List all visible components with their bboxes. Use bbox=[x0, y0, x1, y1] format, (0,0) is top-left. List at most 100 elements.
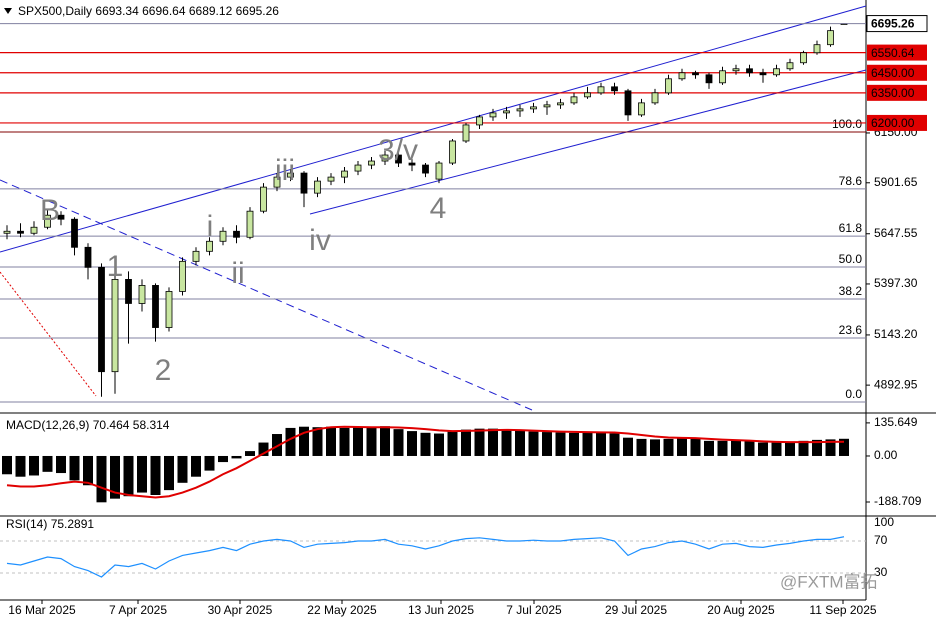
macd-bar bbox=[690, 438, 701, 456]
y-tick-label: 0.00 bbox=[874, 448, 898, 462]
candle-body bbox=[597, 86, 605, 94]
macd-bar bbox=[569, 432, 579, 456]
macd-bar bbox=[447, 431, 458, 456]
candle-body bbox=[273, 176, 281, 188]
candle-body bbox=[300, 172, 308, 194]
candle-body bbox=[395, 154, 402, 164]
macd-last: 70.464 bbox=[93, 418, 130, 432]
macd-bar bbox=[69, 455, 80, 481]
signal-line bbox=[6, 425, 845, 499]
macd-bar bbox=[785, 441, 795, 456]
macd-bar bbox=[488, 428, 498, 456]
level-label: 6550.64 bbox=[871, 46, 915, 60]
candle-body bbox=[111, 279, 119, 373]
macd-bar bbox=[218, 455, 228, 463]
macd-bar bbox=[150, 455, 161, 495]
wave-label: 1 bbox=[107, 250, 124, 283]
macd-bar bbox=[650, 439, 660, 456]
symbol: SPX500,Daily bbox=[18, 4, 92, 18]
level-label: 6350.00 bbox=[871, 86, 915, 100]
candle-body bbox=[719, 70, 726, 84]
candle-body bbox=[422, 164, 429, 174]
macd-bar bbox=[366, 426, 377, 456]
macd-bar bbox=[609, 433, 620, 456]
candle-body bbox=[57, 214, 65, 220]
watermark: @FXTM富拓 bbox=[780, 572, 878, 591]
fib-label: 61.8 bbox=[839, 221, 863, 235]
candle-body bbox=[462, 124, 470, 142]
y-tick-label: 30 bbox=[874, 565, 888, 579]
fib-label: 50.0 bbox=[839, 252, 863, 266]
macd-bar bbox=[407, 431, 417, 456]
macd-bar bbox=[798, 440, 809, 456]
macd-bar bbox=[771, 442, 782, 456]
candle-body bbox=[192, 250, 200, 262]
candle-body bbox=[219, 230, 227, 242]
macd-bar bbox=[2, 455, 12, 475]
candle-body bbox=[813, 44, 821, 54]
candle-body bbox=[570, 96, 578, 104]
candle-body bbox=[246, 210, 254, 238]
y-tick-label: 5397.30 bbox=[874, 276, 918, 290]
candle-body bbox=[705, 74, 713, 84]
macd-bar bbox=[29, 455, 39, 476]
macd-bar bbox=[15, 455, 26, 477]
macd-bar bbox=[582, 432, 593, 456]
signal-last: 58.314 bbox=[133, 418, 170, 432]
descending-trendline bbox=[0, 179, 533, 411]
candle-body bbox=[651, 92, 659, 104]
macd-bar bbox=[42, 455, 53, 472]
macd-bar bbox=[231, 455, 242, 459]
macd-bar bbox=[380, 426, 390, 456]
x-tick-label: 13 Jun 2025 bbox=[408, 603, 474, 617]
close: 6695.26 bbox=[236, 4, 280, 18]
candle-body bbox=[678, 72, 686, 80]
candle-body bbox=[71, 218, 78, 248]
macd-bar bbox=[123, 455, 134, 497]
macd-bar bbox=[110, 455, 120, 499]
macd-bar bbox=[312, 427, 323, 456]
macd-bar bbox=[461, 429, 471, 456]
candle-body bbox=[435, 162, 443, 180]
candle-body bbox=[179, 260, 186, 292]
level-label: 6200.00 bbox=[871, 116, 915, 130]
macd-bar bbox=[663, 438, 674, 456]
candle-body bbox=[314, 180, 321, 194]
fib-label: 100.0 bbox=[832, 117, 862, 131]
macd-bar bbox=[164, 455, 174, 491]
macd-bar bbox=[623, 437, 633, 456]
level-label: 6450.00 bbox=[871, 66, 915, 80]
candle-body bbox=[260, 186, 267, 212]
x-tick-label: 11 Sep 2025 bbox=[809, 603, 876, 617]
fib-label: 23.6 bbox=[839, 323, 863, 337]
macd-bar bbox=[758, 442, 768, 456]
header-arrow bbox=[4, 8, 12, 14]
macd-bar bbox=[299, 426, 309, 456]
rsi-last: 75.2891 bbox=[51, 517, 95, 531]
y-tick-label: 135.649 bbox=[874, 415, 918, 429]
macd-bar bbox=[137, 455, 147, 493]
candle-body bbox=[530, 106, 537, 110]
x-tick-label: 29 Jul 2025 bbox=[605, 603, 667, 617]
candle-body bbox=[449, 140, 456, 164]
candle-body bbox=[557, 102, 564, 106]
macd-bar bbox=[326, 426, 336, 456]
candle-body bbox=[287, 172, 294, 178]
candle-body bbox=[138, 285, 146, 304]
x-tick-label: 22 May 2025 bbox=[307, 603, 377, 617]
candle-body bbox=[786, 62, 794, 70]
candle-body bbox=[341, 170, 348, 178]
candle-body bbox=[800, 52, 807, 64]
last-price-label: 6695.26 bbox=[871, 17, 915, 31]
candle-body bbox=[584, 92, 591, 98]
channel-upper bbox=[0, 5, 867, 253]
level-box bbox=[867, 114, 927, 131]
macd-bar bbox=[434, 433, 444, 456]
candle-body bbox=[125, 279, 132, 304]
candle-body bbox=[17, 230, 24, 234]
candle-body bbox=[759, 72, 767, 76]
candle-body bbox=[746, 68, 753, 74]
macd-bar bbox=[393, 429, 404, 456]
